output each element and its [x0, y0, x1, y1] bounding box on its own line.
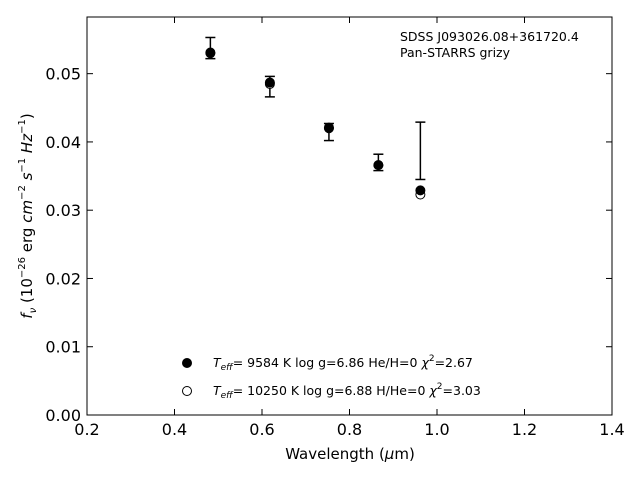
annotation-object-name: SDSS J093026.08+361720.4	[400, 29, 579, 44]
legend-1-t: T	[213, 355, 222, 370]
legend-1-values: = 9584 K log g=6.86 He/H=0	[233, 355, 422, 370]
legend-2-chi-value: =3.03	[443, 383, 481, 398]
x-tick-label: 1.0	[424, 420, 449, 439]
legend-2-chi-exp: 2	[437, 382, 443, 392]
x-tick-label: 0.8	[337, 420, 362, 439]
y-tick-label: 0.05	[45, 65, 81, 84]
legend-marker-open	[182, 386, 192, 396]
y-axis-ticks	[87, 73, 612, 416]
legend-1-chi-value: =2.67	[435, 355, 473, 370]
data-point-filled	[264, 77, 275, 88]
legend: Teff= 9584 K log g=6.86 He/H=0 χ2=2.67 T…	[182, 354, 481, 401]
data-point-filled	[415, 185, 426, 196]
x-tick-label: 1.2	[512, 420, 537, 439]
legend-entry-1: Teff= 9584 K log g=6.86 He/H=0 χ2=2.67	[213, 354, 473, 373]
legend-marker-filled	[182, 358, 192, 368]
legend-2-t: T	[213, 383, 222, 398]
y-tick-label: 0.00	[45, 406, 81, 425]
x-tick-label: 1.4	[599, 420, 624, 439]
y-tick-label: 0.01	[45, 338, 81, 357]
legend-2-values: = 10250 K log g=6.88 H/He=0	[233, 383, 430, 398]
y-tick-label: 0.02	[45, 269, 81, 288]
legend-1-eff: eff	[221, 363, 235, 373]
y-tick-label: 0.04	[45, 133, 81, 152]
y-axis-label: fν (10−26 erg cm−2 s−1 Hz−1)	[17, 113, 39, 318]
plot-frame	[86, 16, 613, 416]
legend-entry-2: Teff= 10250 K log g=6.88 H/He=0 χ2=3.03	[213, 382, 481, 401]
y-tick-labels: 0.00 0.01 0.02 0.03 0.04 0.05	[45, 65, 81, 425]
legend-2-chi: χ	[428, 383, 437, 398]
data-point-filled	[323, 122, 334, 133]
y-tick-label: 0.03	[45, 201, 81, 220]
x-tick-label: 0.4	[162, 420, 187, 439]
data-point-filled	[373, 160, 384, 171]
legend-2-eff: eff	[221, 391, 235, 401]
data-point-filled	[205, 47, 216, 58]
plot-area	[86, 16, 613, 416]
x-tick-label: 0.2	[74, 420, 99, 439]
legend-1-chi: χ	[420, 355, 429, 370]
x-axis-label: Wavelength (μm)	[285, 445, 415, 463]
legend-1-chi-exp: 2	[429, 354, 435, 364]
x-tick-label: 0.6	[249, 420, 274, 439]
x-tick-labels: 0.2 0.4 0.6 0.8 1.0 1.2 1.4	[74, 420, 624, 439]
data-markers	[205, 47, 426, 200]
annotation-survey: Pan-STARRS grizy	[400, 45, 511, 60]
